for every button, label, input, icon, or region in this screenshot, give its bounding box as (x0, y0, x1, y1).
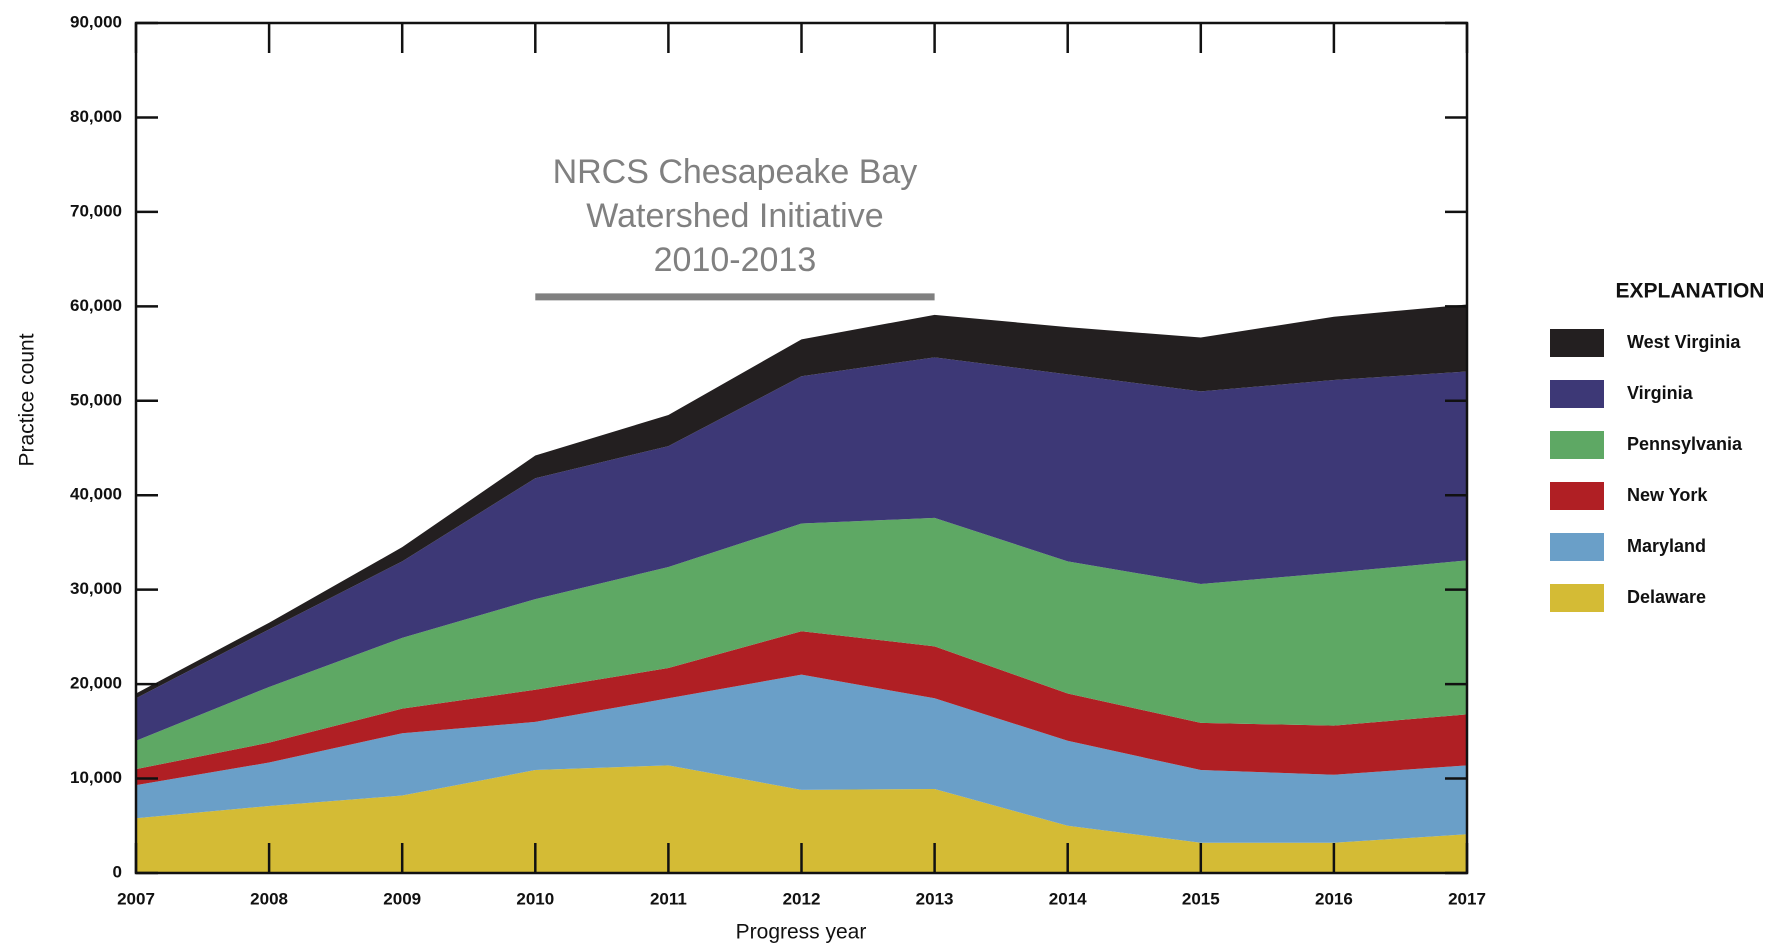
legend-label: Delaware (1627, 587, 1706, 607)
y-tick-label: 80,000 (70, 107, 122, 126)
x-tick-label: 2011 (650, 889, 687, 908)
legend-label: Maryland (1627, 536, 1706, 556)
area (136, 765, 1467, 873)
x-tick-label: 2017 (1448, 889, 1486, 908)
x-tick-label: 2008 (250, 889, 288, 908)
area (136, 357, 1467, 741)
legend-swatch (1550, 584, 1604, 612)
x-tick-label: 2014 (1049, 889, 1087, 908)
y-tick-label: 70,000 (70, 201, 122, 220)
legend-label: Pennsylvania (1627, 434, 1743, 454)
area (136, 517, 1467, 770)
y-axis-label: Practice count (16, 333, 39, 466)
x-tick-label: 2007 (117, 889, 155, 908)
legend-swatch (1550, 533, 1604, 561)
legend-swatch (1550, 380, 1604, 408)
annotation-text: Watershed Initiative (586, 197, 883, 235)
legend-title: EXPLANATION (1616, 280, 1765, 303)
legend-swatch (1550, 431, 1604, 459)
y-tick-label: 60,000 (70, 296, 122, 315)
legend-swatch (1550, 482, 1604, 510)
y-tick-label: 0 (113, 862, 122, 881)
x-tick-label: 2010 (516, 889, 554, 908)
y-tick-label: 30,000 (70, 579, 122, 598)
x-tick-label: 2009 (383, 889, 421, 908)
y-tick-label: 50,000 (70, 390, 122, 409)
annotation-text: 2010-2013 (654, 241, 817, 279)
annotation-text: NRCS Chesapeake Bay (553, 153, 918, 191)
legend-label: Virginia (1627, 383, 1694, 403)
area (136, 674, 1467, 843)
y-tick-label: 40,000 (70, 485, 122, 504)
x-tick-label: 2015 (1182, 889, 1220, 908)
legend-label: New York (1627, 485, 1708, 505)
x-tick-label: 2012 (783, 889, 821, 908)
x-tick-label: 2013 (916, 889, 954, 908)
y-tick-label: 90,000 (70, 12, 122, 31)
legend-label: West Virginia (1627, 332, 1741, 352)
x-tick-label: 2016 (1315, 889, 1353, 908)
legend-swatch (1550, 329, 1604, 357)
y-tick-label: 10,000 (70, 768, 122, 787)
y-tick-label: 20,000 (70, 674, 122, 693)
x-axis-label: Progress year (736, 921, 867, 944)
area (136, 631, 1467, 786)
area (136, 304, 1467, 699)
